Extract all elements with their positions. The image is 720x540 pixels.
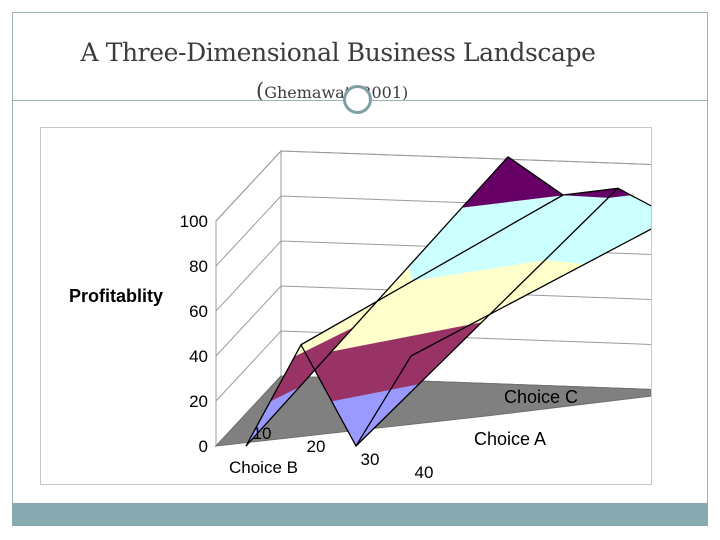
slide-title: A Three-Dimensional Business Landscape (80, 38, 596, 67)
x-tick-label: 40 (415, 463, 434, 482)
mesh-cross-line (300, 194, 564, 346)
depth-axis-label: Choice C (504, 387, 578, 407)
x-tick-label: 10 (253, 424, 272, 443)
x-axis-label: Choice B (229, 458, 298, 477)
z-tick-label: 80 (189, 257, 208, 276)
title-ring-ornament (343, 85, 372, 114)
slide-citation: (Ghemawat, 2001) (256, 79, 408, 103)
gridline-100 (215, 150, 651, 222)
z-tick-label: 100 (180, 212, 208, 231)
mesh-line-choice-c (507, 156, 651, 207)
surface-chart: 0 20 40 60 80 100 Profitablity 10 20 30 40 Choice B… (69, 149, 651, 482)
citation-text: Ghemawat, 2001) (264, 83, 409, 102)
z-axis-label: Profitablity (69, 286, 163, 306)
x-tick-label: 30 (361, 450, 380, 469)
chart-labels: 0 20 40 60 80 100 Profitablity 10 20 30 40 Choice B… (69, 212, 578, 482)
gridline-40 (215, 285, 651, 357)
mesh-cross-line (410, 228, 651, 357)
z-tick-label: 20 (189, 392, 208, 411)
z-tick-label: 0 (199, 437, 208, 456)
mesh-cross-line (355, 187, 619, 447)
chart-floor-plane (214, 375, 651, 447)
z-tick-label: 60 (189, 302, 208, 321)
z-tick-label: 40 (189, 347, 208, 366)
depth-axis-label: Choice A (474, 429, 546, 449)
mesh-line-choice-a (245, 343, 412, 448)
chart-floor (214, 375, 651, 447)
footer-bar (12, 503, 708, 526)
x-tick-label: 20 (307, 437, 326, 456)
surface-mesh (245, 156, 651, 448)
chart-area: 0 20 40 60 80 100 Profitablity 10 20 30 40 Choice B… (40, 127, 652, 485)
citation-paren: ( (256, 79, 265, 103)
gridline-20 (215, 330, 651, 402)
